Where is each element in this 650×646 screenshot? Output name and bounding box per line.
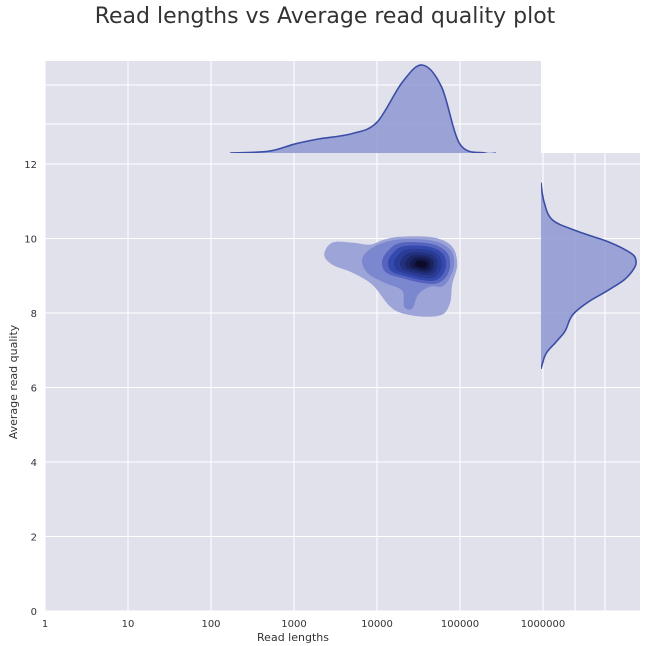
- read-quality-density-area: [541, 182, 637, 369]
- joint-density-contours: [324, 236, 458, 317]
- main-plot-background: [45, 153, 640, 611]
- y-tick-label: 4: [31, 458, 37, 469]
- y-tick-label: 8: [31, 309, 37, 320]
- x-tick-label: 100: [201, 619, 220, 630]
- chart-title: Read lengths vs Average read quality plo…: [94, 4, 556, 29]
- kde-level-9: [414, 260, 428, 269]
- top-marginal-background: [45, 61, 541, 153]
- y-axis-label: Average read quality: [7, 324, 20, 439]
- x-axis-label: Read lengths: [257, 631, 329, 644]
- y-tick-label: 10: [24, 235, 37, 246]
- read-quality-density-line: [541, 182, 637, 370]
- y-tick-label: 12: [24, 160, 37, 171]
- x-tick-label: 1: [42, 619, 48, 630]
- read-length-density-line: [230, 64, 496, 153]
- x-tick-label: 10000: [361, 619, 393, 630]
- y-tick-label: 2: [31, 533, 37, 544]
- y-tick-label: 0: [31, 607, 37, 618]
- x-tick-label: 1000000: [521, 619, 566, 630]
- x-tick-label: 100000: [441, 619, 479, 630]
- read-length-density-area: [230, 64, 496, 153]
- read-length-marginal: [230, 64, 496, 153]
- y-tick-label: 6: [31, 384, 37, 395]
- x-tick-label: 1000: [281, 619, 306, 630]
- read-quality-marginal: [541, 182, 637, 370]
- x-tick-label: 10: [122, 619, 135, 630]
- axis-ticks: 1 10 100 1000 10000 100000 1000000 0 2 4 6 8 10 12: [24, 160, 565, 630]
